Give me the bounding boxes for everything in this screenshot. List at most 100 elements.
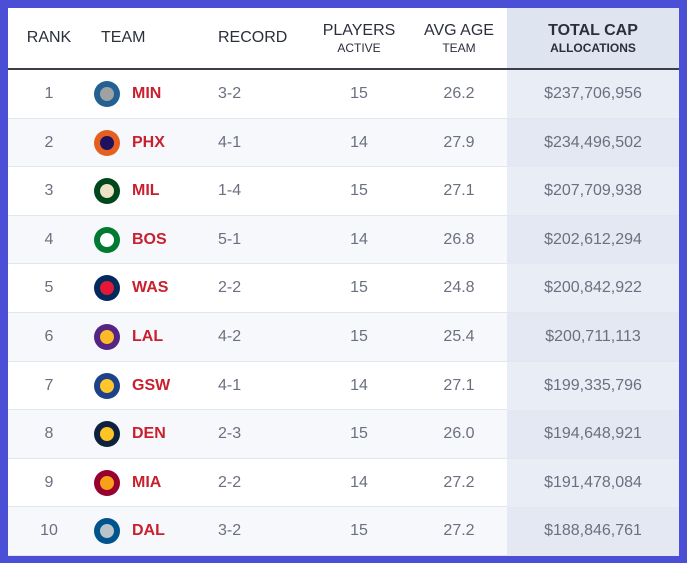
- team-abbr: MIN: [132, 85, 162, 102]
- cap-cell-bg: [507, 458, 679, 507]
- table-row[interactable]: 7 GSW 4-1 14 27.1 $199,335,796: [8, 361, 679, 411]
- team-logo: [94, 421, 120, 448]
- cell-text: 26.8: [443, 230, 475, 248]
- header-cell: AVG AGE TEAM: [413, 8, 505, 68]
- table-row[interactable]: 6 LAL 4-2 15 25.4 $200,711,113: [8, 313, 679, 362]
- table-row[interactable]: 4 BOS 5-1 14 26.8 $202,612,294: [8, 215, 679, 265]
- header-label: RECORD: [218, 29, 288, 46]
- table-row[interactable]: 9 MIA 2-2 14 27.2 $191,478,084: [8, 458, 679, 508]
- cell-text: $237,706,956: [544, 85, 642, 102]
- team-logo: [94, 518, 120, 545]
- team-abbr: DEN: [132, 425, 166, 443]
- cell-text: 15: [350, 522, 368, 540]
- cell-text: 15: [350, 182, 368, 200]
- header-label: AVG AGE: [424, 21, 494, 39]
- team-abbr: GSW: [132, 376, 171, 394]
- header-sublabel: ACTIVE: [337, 40, 381, 55]
- cell-text: 15: [350, 328, 368, 345]
- cap-cell-bg: [507, 167, 679, 216]
- cap-cell-bg: [507, 313, 679, 361]
- cell-text: 2-3: [218, 425, 242, 443]
- cell-text: 26.2: [443, 85, 475, 102]
- cell-text: $194,648,921: [544, 425, 642, 443]
- table-row[interactable]: 10 DAL 3-2 15 27.2 $188,846,761: [8, 507, 679, 556]
- cap-cell-bg: [507, 410, 679, 459]
- cell-text: 15: [350, 279, 368, 297]
- cell-text: 25.4: [443, 328, 475, 345]
- cell-text: 15: [350, 85, 368, 102]
- cap-header-bg: [507, 8, 679, 68]
- cell-text: 27.2: [443, 473, 475, 491]
- cap-cell-bg: [507, 118, 679, 167]
- cap-cell-bg: [507, 215, 679, 264]
- table-row[interactable]: 3 MIL 1-4 15 27.1 $207,709,938: [8, 167, 679, 216]
- cell-text: 27.1: [443, 376, 475, 394]
- cell-text: 14: [350, 376, 368, 394]
- cell-text: $234,496,502: [544, 133, 642, 151]
- header-cell: TOTAL CAP ALLOCATIONS: [507, 8, 679, 68]
- cell-text: 9: [44, 473, 54, 491]
- cell-text: 14: [350, 473, 368, 491]
- cell-text: 4-2: [218, 328, 242, 345]
- cell-text: 15: [350, 425, 368, 443]
- table-row[interactable]: 1 MIN 3-2 15 26.2 $237,706,956: [8, 70, 679, 119]
- header-label: TEAM: [101, 29, 146, 46]
- team-logo: [94, 178, 120, 205]
- team-abbr: MIL: [132, 182, 160, 200]
- cap-cell-bg: [507, 507, 679, 556]
- cell-text: 3-2: [218, 85, 242, 102]
- cell-text: 27.1: [443, 182, 475, 200]
- cap-cell-bg: [507, 264, 679, 313]
- team-logo: [94, 372, 120, 399]
- cell-text: 27.2: [443, 522, 475, 540]
- table-row[interactable]: 8 DEN 2-3 15 26.0 $194,648,921: [8, 410, 679, 459]
- cell-text: 5-1: [218, 230, 242, 248]
- team-abbr: MIA: [132, 473, 162, 491]
- cell-text: 4-1: [218, 376, 242, 394]
- cell-text: 2-2: [218, 279, 242, 297]
- cell-text: $207,709,938: [544, 182, 642, 200]
- cell-text: 1: [44, 85, 54, 102]
- table-row[interactable]: 5 WAS 2-2 15 24.8 $200,842,922: [8, 264, 679, 313]
- cell-text: 3: [44, 182, 54, 200]
- cap-cell-bg: [507, 361, 679, 410]
- cell-text: 26.0: [443, 425, 475, 443]
- team-logo: [94, 275, 120, 302]
- header-label: TOTAL CAP: [548, 21, 638, 39]
- cell-text: 14: [350, 230, 368, 248]
- cell-text: $191,478,084: [544, 473, 642, 491]
- cap-cell-bg: [507, 70, 679, 118]
- team-abbr: DAL: [132, 522, 165, 540]
- cell-text: 27.9: [443, 133, 475, 151]
- header-label: PLAYERS: [322, 21, 396, 39]
- cell-text: 8: [44, 425, 54, 443]
- cell-text: 2: [44, 133, 54, 151]
- cell-text: $199,335,796: [544, 376, 642, 394]
- team-logo: [94, 469, 120, 496]
- header-cell: RANK: [26, 8, 72, 68]
- team-logo: [94, 129, 120, 156]
- header-cell: TEAM: [101, 8, 211, 68]
- cell-text: 7: [44, 376, 54, 394]
- team-abbr: BOS: [132, 230, 167, 248]
- team-logo: [94, 81, 120, 107]
- team-logo: [94, 226, 120, 253]
- cell-text: $202,612,294: [544, 230, 642, 248]
- header-sublabel: TEAM: [442, 40, 476, 55]
- cell-text: $200,842,922: [544, 279, 642, 297]
- table-row[interactable]: 2 PHX 4-1 14 27.9 $234,496,502: [8, 118, 679, 168]
- cell-text: 10: [40, 522, 58, 540]
- header-label: RANK: [26, 29, 72, 46]
- cell-text: 4: [44, 230, 54, 248]
- cell-text: 24.8: [443, 279, 475, 297]
- cell-text: 1-4: [218, 182, 242, 200]
- header-cell: PLAYERS ACTIVE: [313, 8, 405, 68]
- header-sublabel: ALLOCATIONS: [550, 40, 636, 55]
- cell-text: $200,711,113: [545, 328, 641, 345]
- cell-text: 14: [350, 133, 368, 151]
- cell-text: 6: [44, 328, 54, 345]
- cell-text: 4-1: [218, 133, 242, 151]
- cell-text: 2-2: [218, 473, 242, 491]
- team-abbr: PHX: [132, 133, 165, 151]
